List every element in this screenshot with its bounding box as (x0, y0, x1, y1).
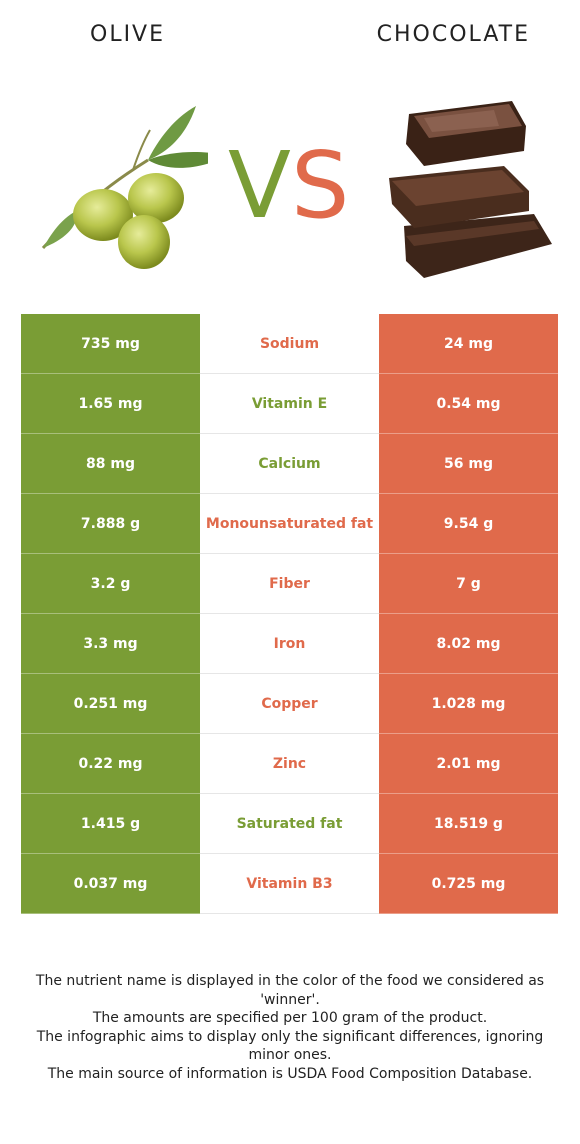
chocolate-title: CHOCOLATE (376, 22, 530, 47)
table-row: 0.037 mg Vitamin B3 0.725 mg (21, 854, 558, 914)
note-aims: The infographic aims to display only the… (36, 1028, 544, 1064)
vs-label: VS (228, 140, 349, 232)
table-row: 1.65 mg Vitamin E 0.54 mg (21, 374, 558, 434)
chocolate-value: 0.725 mg (379, 854, 558, 914)
olive-value: 0.251 mg (21, 674, 200, 734)
note-winner: The nutrient name is displayed in the co… (35, 973, 545, 1008)
chocolate-image (389, 101, 552, 278)
table-row: 0.22 mg Zinc 2.01 mg (21, 734, 558, 794)
chocolate-value: 1.028 mg (379, 674, 558, 734)
chocolate-value: 7 g (379, 554, 558, 614)
chocolate-value: 18.519 g (379, 794, 558, 854)
olive-value: 7.888 g (21, 494, 200, 554)
table-row: 1.415 g Saturated fat 18.519 g (21, 794, 558, 854)
nutrient-name: Copper (200, 674, 379, 734)
nutrient-name: Iron (200, 614, 379, 674)
chocolate-value: 56 mg (379, 434, 558, 494)
chocolate-value: 2.01 mg (379, 734, 558, 794)
table-row: 3.2 g Fiber 7 g (21, 554, 558, 614)
nutrient-name: Calcium (200, 434, 379, 494)
footnotes: The nutrient name is displayed in the co… (16, 972, 564, 1083)
olive-title: OLIVE (90, 22, 166, 47)
chocolate-value: 8.02 mg (379, 614, 558, 674)
nutrient-name: Zinc (200, 734, 379, 794)
table-row: 7.888 g Monounsaturated fat 9.54 g (21, 494, 558, 554)
table-row: 735 mg Sodium 24 mg (21, 314, 558, 374)
olive-value: 0.22 mg (21, 734, 200, 794)
chocolate-value: 9.54 g (379, 494, 558, 554)
olive-value: 0.037 mg (21, 854, 200, 914)
olive-value: 88 mg (21, 434, 200, 494)
vs-v-letter: V (228, 132, 291, 239)
table-row: 3.3 mg Iron 8.02 mg (21, 614, 558, 674)
comparison-table: 735 mg Sodium 24 mg 1.65 mg Vitamin E 0.54 mg… (21, 314, 558, 914)
table-row: 0.251 mg Copper 1.028 mg (21, 674, 558, 734)
note-amounts: The amounts are specified per 100 gram o… (92, 1010, 488, 1026)
vs-s-letter: S (290, 132, 350, 239)
table-row: 88 mg Calcium 56 mg (21, 434, 558, 494)
nutrient-name: Vitamin B3 (200, 854, 379, 914)
olive-image (41, 106, 208, 269)
nutrient-name: Saturated fat (200, 794, 379, 854)
olive-value: 3.3 mg (21, 614, 200, 674)
olive-value: 1.415 g (21, 794, 200, 854)
chocolate-value: 24 mg (379, 314, 558, 374)
olive-value: 1.65 mg (21, 374, 200, 434)
chocolate-value: 0.54 mg (379, 374, 558, 434)
olive-value: 3.2 g (21, 554, 200, 614)
olive-value: 735 mg (21, 314, 200, 374)
note-source: The main source of information is USDA F… (47, 1065, 533, 1082)
nutrient-name: Sodium (200, 314, 379, 374)
nutrient-name: Fiber (200, 554, 379, 614)
nutrient-name: Monounsaturated fat (200, 494, 379, 554)
nutrient-name: Vitamin E (200, 374, 379, 434)
